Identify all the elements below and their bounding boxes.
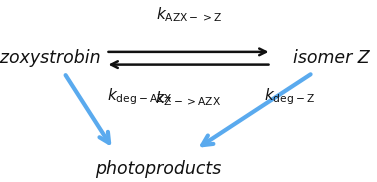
Text: k$_{\mathsf{AZX->Z}}$: k$_{\mathsf{AZX->Z}}$ bbox=[156, 5, 221, 24]
Text: Azoxystrobin: Azoxystrobin bbox=[0, 49, 101, 67]
Text: k$_{\mathsf{deg-Z}}$: k$_{\mathsf{deg-Z}}$ bbox=[264, 86, 315, 107]
Text: k$_{\mathsf{Z->AZX}}$: k$_{\mathsf{Z->AZX}}$ bbox=[155, 89, 222, 108]
Text: photoproducts: photoproducts bbox=[95, 160, 221, 178]
Text: k$_{\mathsf{deg-AZX}}$: k$_{\mathsf{deg-AZX}}$ bbox=[107, 86, 173, 107]
Text: isomer Z: isomer Z bbox=[293, 49, 370, 67]
